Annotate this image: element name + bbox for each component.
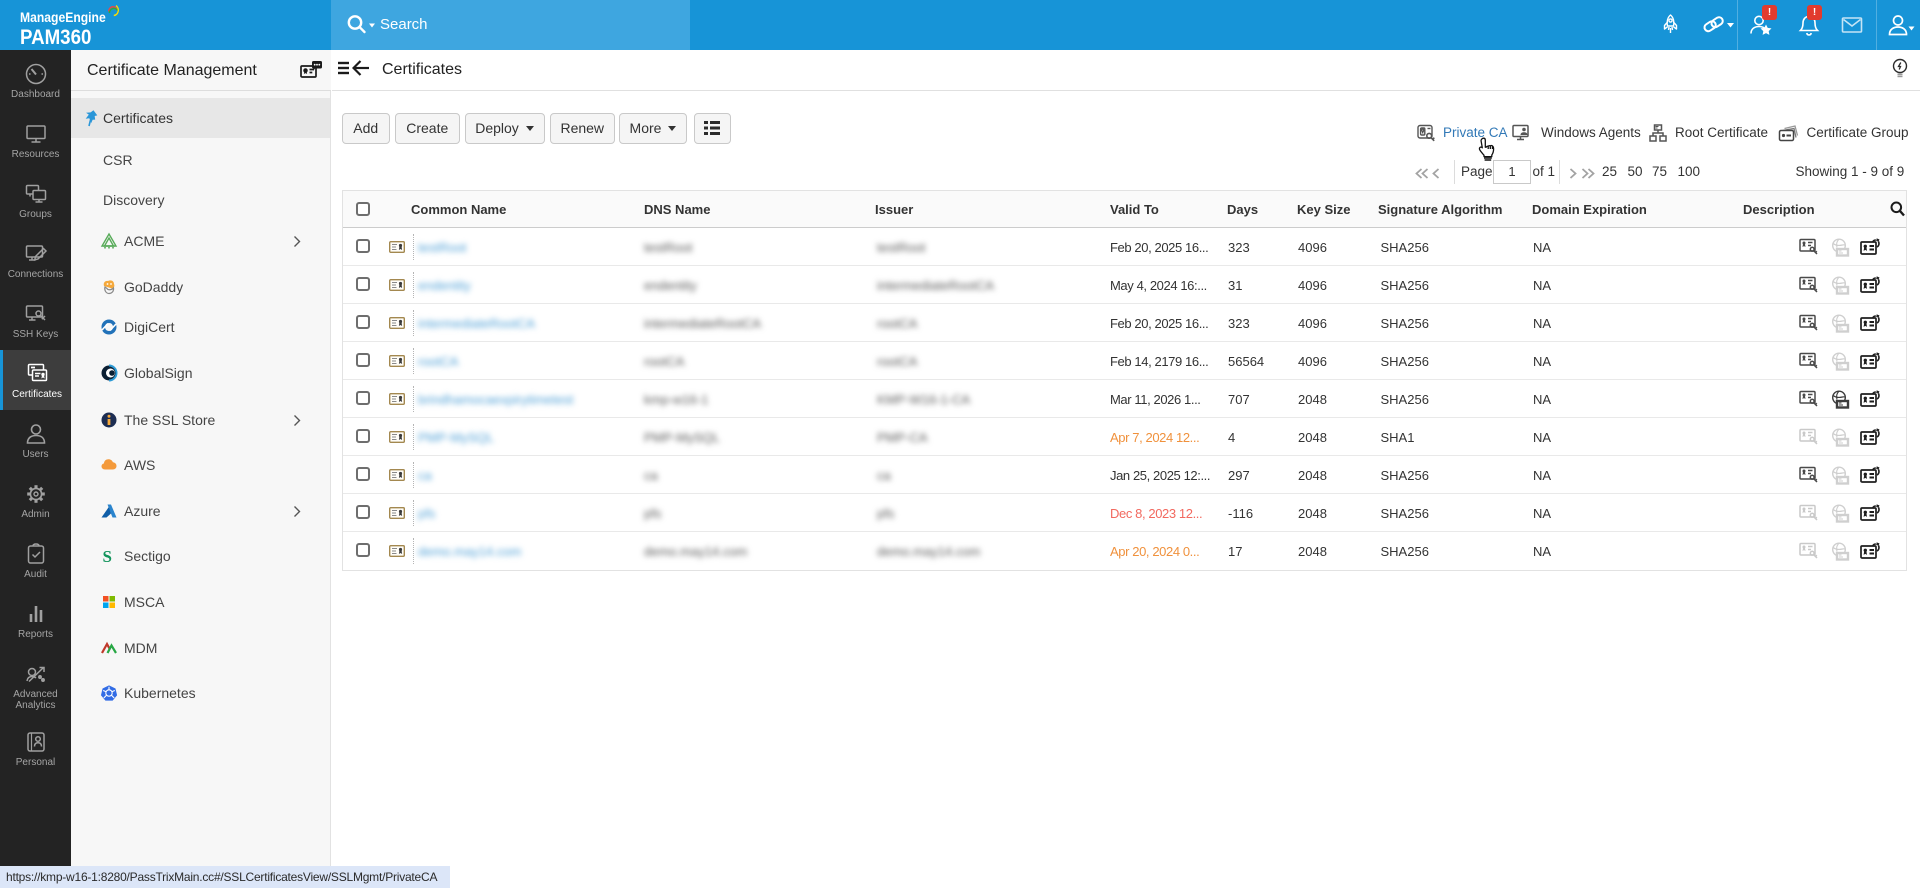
svg-text:S: S	[103, 547, 112, 565]
